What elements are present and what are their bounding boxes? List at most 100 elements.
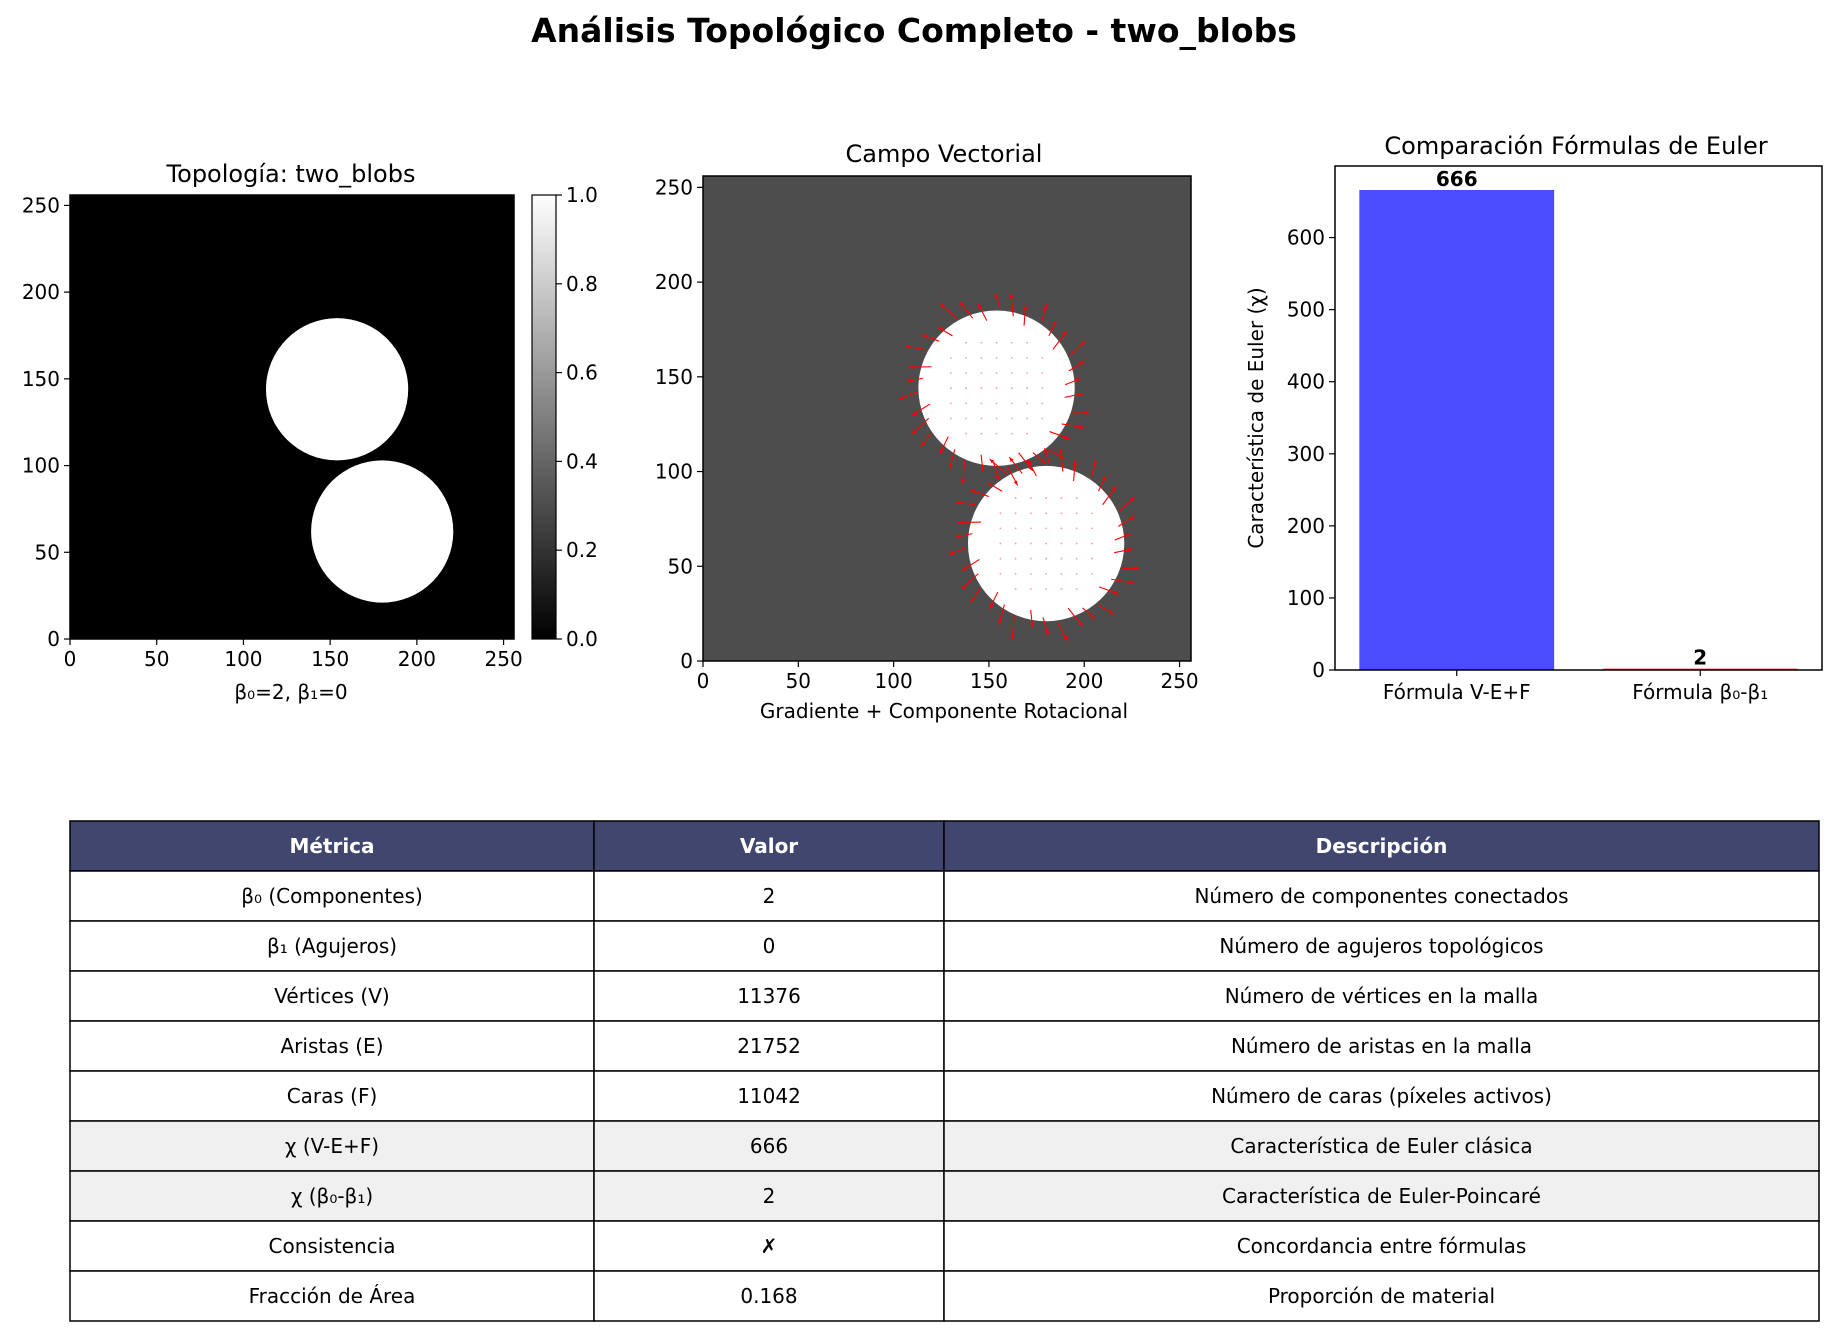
- topology-xlabel: β₀=2, β₁=0: [234, 680, 347, 704]
- quiver-arrow-head: [908, 365, 913, 370]
- topology-ytick-label: 250: [22, 193, 60, 217]
- quiver-dot: [1060, 512, 1063, 515]
- quiver-dot: [1075, 572, 1078, 575]
- table-cell: [593, 1020, 945, 1072]
- quiver-dot: [1045, 557, 1048, 560]
- table-cell-text: χ (β₀-β₁): [291, 1184, 373, 1208]
- table-cell-text: 21752: [737, 1034, 801, 1058]
- quiver-dot: [1060, 542, 1063, 545]
- quiver-dot: [949, 417, 952, 420]
- table-cell: [593, 1270, 945, 1322]
- quiver-dot: [1026, 387, 1028, 390]
- table-cell: [69, 1170, 595, 1222]
- quiver-dot: [1041, 402, 1044, 405]
- quiver-arrow-head: [1064, 435, 1070, 440]
- table-cell: [69, 1020, 595, 1072]
- quiver-arrow-head: [1072, 460, 1077, 466]
- euler-bar-ylabel: Característica de Euler (χ): [1244, 287, 1268, 548]
- vector-field-panel: Campo Vectorial 0 50 100 150 200 250 0 50 100 150…: [655, 140, 1199, 723]
- euler-bar-xtick-label: Fórmula V-E+F: [1383, 680, 1531, 704]
- quiver-dot: [1075, 542, 1078, 545]
- table-cell-text: Número de caras (píxeles activos): [1211, 1084, 1552, 1108]
- vector-field-xtick-label: 100: [875, 669, 913, 693]
- table-row: β₁ (Agujeros) 0 Número de agujeros topológ…: [69, 920, 1820, 972]
- quiver-arrows: [898, 292, 1139, 642]
- quiver-dot: [999, 512, 1002, 515]
- quiver-dot: [1029, 572, 1032, 575]
- quiver-dot: [1075, 527, 1078, 530]
- quiver-dot: [1060, 527, 1063, 530]
- quiver-dot: [995, 341, 998, 344]
- quiver-arrow-head: [921, 334, 927, 339]
- quiver-arrow-head: [961, 584, 967, 590]
- vector-field-xlabel: Gradiente + Componente Rotacional: [760, 699, 1128, 723]
- quiver-dot: [980, 341, 983, 344]
- quiver-arrow-head: [961, 566, 967, 571]
- quiver-dot: [949, 356, 952, 359]
- table-cell: [593, 920, 945, 972]
- table-row: Aristas (E) 21752 Número de aristas en la …: [69, 1020, 1820, 1072]
- quiver-arrow-head: [1062, 330, 1067, 336]
- quiver-dot: [995, 387, 998, 390]
- quiver-dot: [1010, 356, 1013, 359]
- quiver-arrow-head: [1052, 320, 1057, 326]
- table-cell: [943, 1020, 1820, 1072]
- quiver-dot: [1075, 497, 1078, 499]
- topology-ytick-label: 100: [22, 454, 60, 478]
- table-cell-text: χ (V-E+F): [285, 1134, 379, 1158]
- colorbar-tick-label: 0.6: [566, 361, 598, 385]
- quiver-dot: [1041, 387, 1044, 390]
- quiver-dot: [1075, 557, 1078, 560]
- table-cell: [943, 870, 1820, 922]
- table-cell-text: 11042: [737, 1084, 801, 1108]
- quiver-dot: [949, 387, 952, 390]
- table-cell-text: Número de componentes conectados: [1194, 884, 1568, 908]
- quiver-dot: [1014, 497, 1017, 499]
- quiver-dot: [1029, 497, 1032, 499]
- quiver-arrow-head: [978, 304, 982, 310]
- quiver-arrow-head: [940, 303, 945, 309]
- euler-bar-ytick-label: 200: [1287, 514, 1325, 538]
- quiver-arrow-head: [957, 520, 963, 525]
- quiver-dot: [965, 402, 967, 405]
- table-cell: [69, 1120, 595, 1172]
- table-cell-text: 0.168: [740, 1284, 797, 1308]
- table-cell-text: 666: [750, 1134, 788, 1158]
- figure-title: Análisis Topológico Completo - two_blobs: [531, 11, 1297, 50]
- topology-ytick-label: 0: [47, 627, 60, 651]
- table-row: χ (β₀-β₁) 2 Característica de Euler-Poinca…: [69, 1170, 1820, 1222]
- quiver-dot: [980, 372, 983, 374]
- topology-plot-area: [70, 195, 514, 639]
- quiver-arrow-head: [912, 411, 918, 416]
- quiver-dot: [1014, 527, 1017, 530]
- quiver-arrow-head: [1129, 516, 1135, 521]
- quiver-dot: [965, 341, 967, 344]
- quiver-arrow-head: [940, 448, 944, 454]
- quiver-arrow-head: [987, 482, 993, 487]
- quiver-dot: [1090, 512, 1093, 515]
- quiver-dot: [1029, 557, 1032, 560]
- quiver-arrow-head: [1078, 392, 1084, 397]
- quiver-arrow-head: [994, 292, 999, 298]
- table-cell: [593, 1120, 945, 1172]
- vector-field-xtick-label: 150: [970, 669, 1008, 693]
- colorbar-tick-label: 0.8: [566, 272, 598, 296]
- topology-blobs: [265, 318, 454, 603]
- quiver-dot: [965, 356, 967, 359]
- quiver-arrow-head: [1027, 459, 1032, 465]
- quiver-dot: [1075, 512, 1078, 515]
- quiver-dot: [1060, 497, 1063, 499]
- quiver-arrow-head: [1129, 580, 1134, 585]
- quiver-dot: [1014, 557, 1017, 560]
- quiver-dot: [1029, 588, 1032, 590]
- quiver-arrow-head: [956, 534, 961, 538]
- table-cell-text: 2: [763, 884, 776, 908]
- quiver-dot: [995, 417, 998, 420]
- table-cell-text: β₁ (Agujeros): [267, 934, 397, 958]
- table-cell-text: Vértices (V): [274, 984, 389, 1008]
- quiver-dot: [1026, 432, 1028, 435]
- quiver-dot: [1010, 341, 1013, 344]
- quiver-arrow-head: [1090, 614, 1096, 619]
- blob-1: [265, 318, 409, 461]
